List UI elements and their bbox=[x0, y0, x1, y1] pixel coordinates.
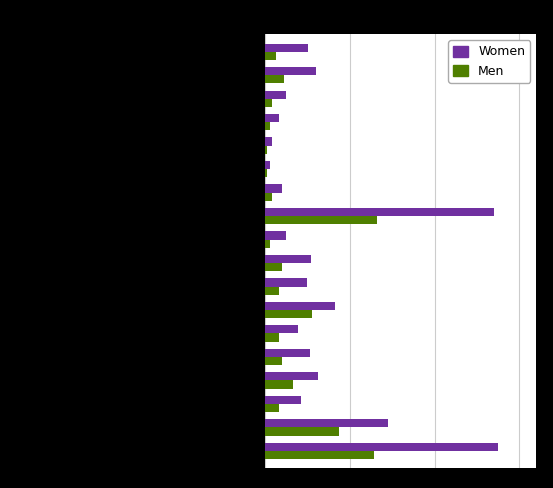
Bar bbox=[265, 161, 270, 169]
Bar bbox=[265, 138, 272, 146]
Bar bbox=[265, 193, 272, 201]
Bar bbox=[265, 302, 335, 310]
Bar bbox=[265, 255, 311, 263]
Bar bbox=[265, 278, 307, 286]
Bar bbox=[265, 427, 339, 436]
Bar bbox=[265, 114, 279, 122]
Bar bbox=[265, 419, 388, 427]
Bar bbox=[265, 357, 281, 365]
Bar bbox=[265, 52, 276, 60]
Bar bbox=[265, 169, 267, 177]
Bar bbox=[265, 90, 286, 99]
Bar bbox=[265, 99, 272, 107]
Bar bbox=[265, 208, 494, 216]
Bar bbox=[265, 240, 270, 248]
Bar bbox=[265, 333, 279, 342]
Bar bbox=[265, 443, 498, 451]
Bar bbox=[265, 43, 308, 52]
Bar bbox=[265, 231, 286, 240]
Bar bbox=[265, 67, 316, 75]
Bar bbox=[265, 396, 301, 404]
Bar bbox=[265, 310, 312, 318]
Bar bbox=[265, 184, 283, 193]
Bar bbox=[265, 146, 267, 154]
Bar bbox=[265, 349, 310, 357]
Bar bbox=[265, 404, 279, 412]
Bar bbox=[265, 325, 299, 333]
Bar bbox=[265, 263, 281, 271]
Legend: Women, Men: Women, Men bbox=[448, 41, 530, 82]
Bar bbox=[265, 381, 293, 388]
Bar bbox=[265, 372, 318, 381]
Bar bbox=[265, 451, 374, 459]
Bar bbox=[265, 216, 377, 224]
Bar bbox=[265, 75, 284, 83]
Bar bbox=[265, 286, 279, 295]
Bar bbox=[265, 122, 270, 130]
